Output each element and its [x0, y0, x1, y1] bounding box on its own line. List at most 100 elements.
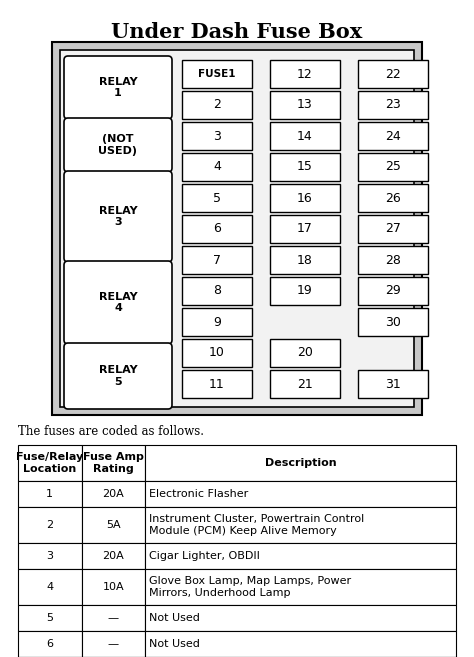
Bar — [145, 605, 456, 631]
Text: 21: 21 — [297, 378, 313, 390]
Bar — [145, 481, 456, 507]
Text: Fuse Amp
Rating: Fuse Amp Rating — [83, 452, 144, 474]
Text: Under Dash Fuse Box: Under Dash Fuse Box — [111, 22, 363, 42]
Text: 1: 1 — [46, 489, 53, 499]
Text: RELAY
4: RELAY 4 — [99, 292, 137, 313]
Text: 3: 3 — [46, 551, 53, 561]
FancyBboxPatch shape — [270, 370, 340, 398]
Text: 18: 18 — [297, 254, 313, 267]
Text: —: — — [108, 613, 119, 623]
Text: Instrument Cluster, Powertrain Control
Module (PCM) Keep Alive Memory: Instrument Cluster, Powertrain Control M… — [149, 514, 365, 536]
FancyBboxPatch shape — [270, 184, 340, 212]
FancyBboxPatch shape — [182, 277, 252, 305]
FancyBboxPatch shape — [64, 56, 172, 119]
Text: 8: 8 — [213, 284, 221, 298]
Text: 10: 10 — [209, 346, 225, 359]
Bar — [145, 543, 456, 569]
FancyBboxPatch shape — [358, 60, 428, 88]
Text: 12: 12 — [297, 68, 313, 81]
Bar — [18, 569, 82, 605]
Bar — [82, 481, 145, 507]
Text: 9: 9 — [213, 315, 221, 328]
Text: 31: 31 — [385, 378, 401, 390]
Text: 28: 28 — [385, 254, 401, 267]
Text: 3: 3 — [213, 129, 221, 143]
Bar — [82, 631, 145, 657]
FancyBboxPatch shape — [358, 246, 428, 274]
Bar — [18, 445, 82, 481]
FancyBboxPatch shape — [64, 118, 172, 172]
FancyBboxPatch shape — [358, 153, 428, 181]
Bar — [145, 631, 456, 657]
FancyBboxPatch shape — [358, 122, 428, 150]
Text: 6: 6 — [46, 639, 53, 649]
Text: 30: 30 — [385, 315, 401, 328]
FancyBboxPatch shape — [182, 246, 252, 274]
Bar — [52, 42, 422, 415]
Text: 10A: 10A — [102, 582, 124, 592]
Bar — [18, 507, 82, 543]
Text: 2: 2 — [46, 520, 53, 530]
Text: 23: 23 — [385, 99, 401, 112]
Text: 7: 7 — [213, 254, 221, 267]
Text: RELAY
3: RELAY 3 — [99, 206, 137, 227]
Text: RELAY
1: RELAY 1 — [99, 77, 137, 99]
Text: 11: 11 — [209, 378, 225, 390]
Text: 16: 16 — [297, 191, 313, 204]
FancyBboxPatch shape — [270, 60, 340, 88]
Text: 20A: 20A — [102, 489, 124, 499]
Bar — [18, 481, 82, 507]
Text: 22: 22 — [385, 68, 401, 81]
FancyBboxPatch shape — [182, 122, 252, 150]
Text: 20A: 20A — [102, 551, 124, 561]
FancyBboxPatch shape — [64, 261, 172, 344]
Text: 29: 29 — [385, 284, 401, 298]
FancyBboxPatch shape — [182, 60, 252, 88]
Text: Glove Box Lamp, Map Lamps, Power
Mirrors, Underhood Lamp: Glove Box Lamp, Map Lamps, Power Mirrors… — [149, 576, 351, 598]
Text: (NOT
USED): (NOT USED) — [99, 134, 137, 156]
FancyBboxPatch shape — [182, 370, 252, 398]
FancyBboxPatch shape — [270, 277, 340, 305]
Text: Cigar Lighter, OBDII: Cigar Lighter, OBDII — [149, 551, 260, 561]
FancyBboxPatch shape — [64, 343, 172, 409]
Text: 4: 4 — [213, 160, 221, 173]
FancyBboxPatch shape — [270, 153, 340, 181]
Text: Fuse/Relay
Location: Fuse/Relay Location — [16, 452, 83, 474]
FancyBboxPatch shape — [358, 184, 428, 212]
FancyBboxPatch shape — [358, 308, 428, 336]
Bar — [145, 445, 456, 481]
FancyBboxPatch shape — [270, 246, 340, 274]
FancyBboxPatch shape — [270, 339, 340, 367]
FancyBboxPatch shape — [182, 339, 252, 367]
Text: 19: 19 — [297, 284, 313, 298]
Text: —: — — [108, 639, 119, 649]
Text: 5: 5 — [46, 613, 53, 623]
Text: Not Used: Not Used — [149, 639, 200, 649]
Text: Electronic Flasher: Electronic Flasher — [149, 489, 248, 499]
Bar — [145, 507, 456, 543]
Text: RELAY
5: RELAY 5 — [99, 365, 137, 387]
Text: 20: 20 — [297, 346, 313, 359]
Text: 2: 2 — [213, 99, 221, 112]
FancyBboxPatch shape — [182, 215, 252, 243]
Text: The fuses are coded as follows.: The fuses are coded as follows. — [18, 425, 204, 438]
FancyBboxPatch shape — [182, 91, 252, 119]
Text: 14: 14 — [297, 129, 313, 143]
Text: 17: 17 — [297, 223, 313, 235]
FancyBboxPatch shape — [64, 171, 172, 262]
Bar — [82, 445, 145, 481]
Text: Not Used: Not Used — [149, 613, 200, 623]
Bar — [82, 543, 145, 569]
Text: 6: 6 — [213, 223, 221, 235]
FancyBboxPatch shape — [270, 215, 340, 243]
FancyBboxPatch shape — [358, 277, 428, 305]
FancyBboxPatch shape — [182, 184, 252, 212]
Bar — [145, 569, 456, 605]
FancyBboxPatch shape — [270, 91, 340, 119]
Bar — [82, 507, 145, 543]
Text: 5: 5 — [213, 191, 221, 204]
Bar — [82, 605, 145, 631]
Text: 24: 24 — [385, 129, 401, 143]
FancyBboxPatch shape — [358, 215, 428, 243]
FancyBboxPatch shape — [182, 153, 252, 181]
